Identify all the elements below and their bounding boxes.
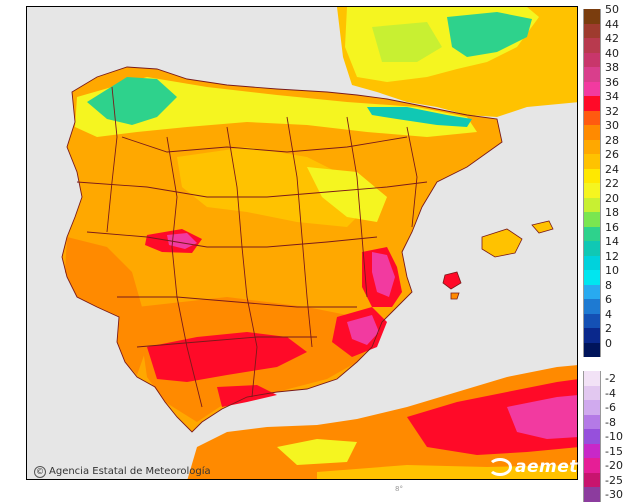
legend-tick: 28 bbox=[605, 133, 619, 147]
legend-tick: 14 bbox=[605, 235, 619, 248]
legend-tick: 4 bbox=[605, 307, 612, 321]
legend-tick: 10 bbox=[605, 264, 619, 277]
legend-swatch bbox=[583, 414, 601, 429]
legend-swatch bbox=[583, 110, 601, 125]
agency-name: Agencia Estatal de Meteorología bbox=[49, 466, 211, 477]
legend-tick: 22 bbox=[605, 177, 619, 190]
north-africa-cool bbox=[277, 439, 357, 465]
pyrenees-cold bbox=[367, 107, 472, 127]
legend-swatch bbox=[583, 226, 601, 241]
legend-tick: 44 bbox=[605, 17, 619, 31]
legend-swatch bbox=[583, 154, 601, 169]
copyright-icon: © bbox=[34, 466, 46, 478]
legend-swatch bbox=[583, 385, 601, 400]
legend-swatch bbox=[583, 96, 601, 111]
north-cool-band bbox=[75, 77, 477, 137]
legend-swatch bbox=[583, 212, 601, 227]
legend-swatch bbox=[583, 371, 601, 386]
legend-swatch bbox=[583, 342, 601, 357]
legend-swatch bbox=[583, 487, 601, 502]
legend-tick: -25 bbox=[605, 473, 623, 487]
legend-swatch bbox=[583, 284, 601, 299]
legend-swatch bbox=[583, 313, 601, 328]
legend-swatch bbox=[583, 38, 601, 53]
france-green-zone bbox=[372, 22, 442, 62]
legend-swatch bbox=[583, 429, 601, 444]
legend-swatch bbox=[583, 241, 601, 256]
legend-swatch bbox=[583, 299, 601, 314]
aemet-logo: aemet bbox=[488, 457, 578, 477]
legend-tick: 40 bbox=[605, 46, 619, 60]
legend-swatch bbox=[583, 125, 601, 140]
very-hot-guadiana bbox=[167, 233, 197, 249]
legend-tick: -6 bbox=[605, 401, 616, 414]
legend-swatch bbox=[583, 328, 601, 343]
brand-name: aemet bbox=[515, 457, 578, 477]
temperature-map bbox=[26, 6, 578, 480]
hot-sierra bbox=[217, 385, 277, 407]
west-warm-zone bbox=[65, 237, 147, 375]
legend-swatch bbox=[583, 81, 601, 96]
legend-tick: 26 bbox=[605, 148, 619, 161]
legend-swatch bbox=[583, 270, 601, 285]
legend-swatch bbox=[583, 183, 601, 198]
legend-swatch bbox=[583, 400, 601, 415]
legend-swatch bbox=[583, 9, 601, 24]
legend-tick: -15 bbox=[605, 444, 623, 458]
legend-tick: -4 bbox=[605, 386, 616, 400]
map-canvas bbox=[27, 7, 577, 479]
swirl-icon bbox=[488, 458, 512, 476]
legend-swatch bbox=[583, 443, 601, 458]
legend-swatch bbox=[583, 168, 601, 183]
agency-credit: © Agencia Estatal de Meteorología bbox=[34, 466, 211, 478]
menorca bbox=[531, 220, 554, 234]
legend-tick: 18 bbox=[605, 206, 619, 219]
legend-swatch bbox=[583, 197, 601, 212]
legend-tick: 16 bbox=[605, 220, 619, 234]
legend-swatch bbox=[583, 52, 601, 67]
legend-tick: -10 bbox=[605, 430, 623, 443]
legend-tick: -30 bbox=[605, 488, 623, 501]
legend-swatch bbox=[583, 67, 601, 82]
legend-tick: -2 bbox=[605, 372, 616, 385]
legend-tick: 42 bbox=[605, 32, 619, 45]
hot-guadalquivir bbox=[147, 332, 307, 382]
central-mild-zone bbox=[177, 147, 367, 227]
legend-tick: 20 bbox=[605, 191, 619, 205]
legend-tick: 2 bbox=[605, 322, 612, 335]
legend-tick: 34 bbox=[605, 90, 619, 103]
north-africa-very-hot bbox=[507, 395, 577, 439]
legend-tick: 30 bbox=[605, 119, 619, 132]
legend-tick: -8 bbox=[605, 415, 616, 429]
very-hot-valencia bbox=[372, 252, 395, 297]
province-borders bbox=[61, 66, 503, 433]
legend-tick: 38 bbox=[605, 61, 619, 74]
iberian-range-cool bbox=[307, 167, 387, 222]
legend-swatch bbox=[583, 472, 601, 487]
legend-tick: 12 bbox=[605, 249, 619, 263]
legend-swatch bbox=[583, 139, 601, 154]
legend-tick: 6 bbox=[605, 293, 612, 306]
legend-tick: 0 bbox=[605, 336, 612, 350]
bottom-mark: 8° bbox=[395, 485, 403, 493]
legend-swatch bbox=[583, 458, 601, 473]
legend-tick: 50 bbox=[605, 3, 619, 16]
legend-swatch bbox=[583, 255, 601, 270]
legend-tick: 8 bbox=[605, 278, 612, 292]
ibiza bbox=[442, 271, 462, 290]
legend-tick: 36 bbox=[605, 75, 619, 89]
legend-swatch bbox=[583, 23, 601, 38]
north-cold-band bbox=[87, 77, 177, 125]
france-cold-zone bbox=[447, 12, 532, 57]
legend-tick: 32 bbox=[605, 104, 619, 118]
mallorca bbox=[481, 228, 523, 258]
very-hot-murcia bbox=[347, 315, 379, 345]
formentera bbox=[450, 292, 460, 300]
north-africa-south bbox=[317, 465, 577, 479]
legend-tick: -20 bbox=[605, 459, 623, 472]
legend-tick: 24 bbox=[605, 162, 619, 176]
